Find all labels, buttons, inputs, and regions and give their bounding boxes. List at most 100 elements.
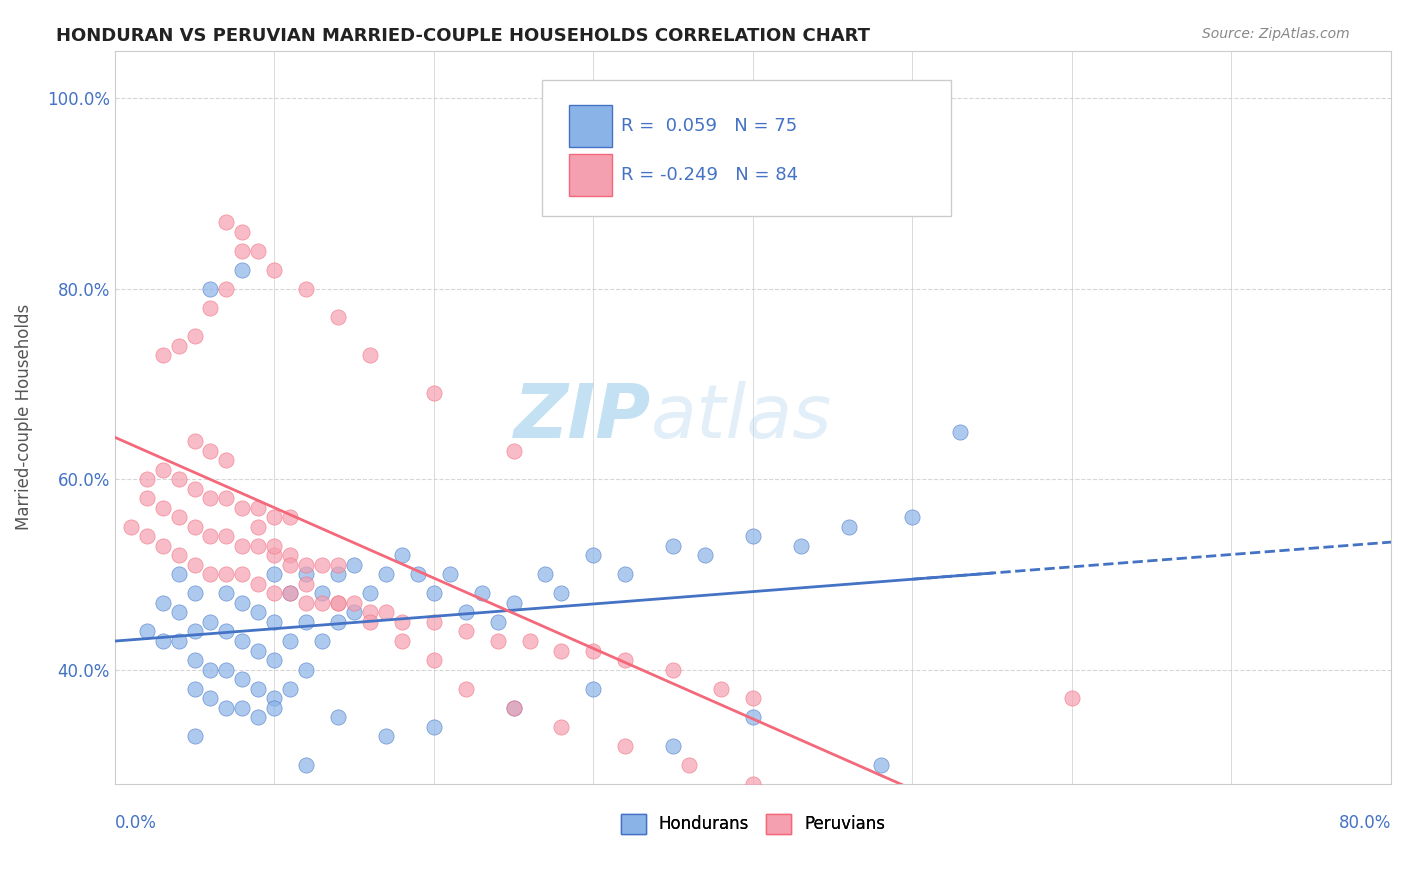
Point <box>263 586 285 600</box>
Point <box>183 586 205 600</box>
Point <box>741 710 763 724</box>
Point <box>359 615 381 629</box>
Point <box>486 634 509 648</box>
Point <box>295 558 318 572</box>
Point <box>326 596 349 610</box>
Text: R =  0.059   N = 75: R = 0.059 N = 75 <box>621 117 797 136</box>
Point <box>167 510 190 524</box>
Point <box>200 301 222 315</box>
Point <box>167 567 190 582</box>
Point <box>278 634 301 648</box>
Point <box>678 757 700 772</box>
Point <box>614 653 637 667</box>
Point <box>215 586 238 600</box>
Point <box>278 586 301 600</box>
Point <box>152 462 174 476</box>
Point <box>215 215 238 229</box>
Point <box>215 491 238 506</box>
Point <box>167 606 190 620</box>
Point <box>343 558 366 572</box>
Point <box>263 539 285 553</box>
Point <box>423 615 446 629</box>
Point <box>949 425 972 439</box>
Point <box>519 634 541 648</box>
Point <box>326 567 349 582</box>
Point <box>423 653 446 667</box>
Point <box>311 586 333 600</box>
Point <box>693 549 716 563</box>
Point <box>295 282 318 296</box>
Point <box>247 710 270 724</box>
FancyBboxPatch shape <box>543 80 950 216</box>
Point <box>183 558 205 572</box>
Point <box>167 549 190 563</box>
Point <box>278 586 301 600</box>
Point <box>1060 691 1083 706</box>
Point <box>343 606 366 620</box>
Point <box>662 663 685 677</box>
Point <box>135 529 157 543</box>
Point <box>183 729 205 743</box>
Text: R = -0.249   N = 84: R = -0.249 N = 84 <box>621 166 799 185</box>
Point <box>215 529 238 543</box>
Point <box>152 596 174 610</box>
Point <box>278 510 301 524</box>
Point <box>295 663 318 677</box>
Point <box>502 700 524 714</box>
Point <box>502 596 524 610</box>
FancyBboxPatch shape <box>569 105 613 146</box>
Text: ZIP: ZIP <box>513 381 651 454</box>
Point <box>231 672 253 686</box>
Point <box>247 606 270 620</box>
Text: 0.0%: 0.0% <box>115 814 156 832</box>
Point <box>278 549 301 563</box>
Point <box>263 653 285 667</box>
Point <box>710 681 733 696</box>
Point <box>582 681 605 696</box>
Point <box>231 700 253 714</box>
Point <box>200 443 222 458</box>
Point <box>152 348 174 362</box>
Point <box>406 567 429 582</box>
Point <box>263 691 285 706</box>
Point <box>311 596 333 610</box>
Point <box>550 643 572 657</box>
Point <box>167 634 190 648</box>
Point <box>135 472 157 486</box>
Point <box>263 510 285 524</box>
Point <box>502 443 524 458</box>
Point <box>295 596 318 610</box>
Point <box>391 615 413 629</box>
Point <box>278 558 301 572</box>
Point <box>391 549 413 563</box>
Point <box>183 329 205 343</box>
Text: Source: ZipAtlas.com: Source: ZipAtlas.com <box>1202 27 1350 41</box>
Point <box>231 539 253 553</box>
Point <box>326 710 349 724</box>
Point <box>278 681 301 696</box>
Point <box>375 606 398 620</box>
Point <box>263 567 285 582</box>
Point <box>295 567 318 582</box>
Point <box>454 681 477 696</box>
Point <box>454 606 477 620</box>
Point <box>247 577 270 591</box>
Point <box>152 500 174 515</box>
Point <box>183 434 205 448</box>
Point <box>614 739 637 753</box>
Point <box>741 691 763 706</box>
Point <box>215 663 238 677</box>
Point <box>741 777 763 791</box>
Point <box>200 691 222 706</box>
Point <box>486 615 509 629</box>
Point <box>901 510 924 524</box>
Point <box>326 615 349 629</box>
Point <box>375 729 398 743</box>
Point <box>454 624 477 639</box>
Point <box>582 549 605 563</box>
Point <box>838 520 860 534</box>
Legend: Hondurans, Peruvians: Hondurans, Peruvians <box>620 814 886 834</box>
Point <box>183 653 205 667</box>
Point <box>550 720 572 734</box>
Point <box>135 624 157 639</box>
